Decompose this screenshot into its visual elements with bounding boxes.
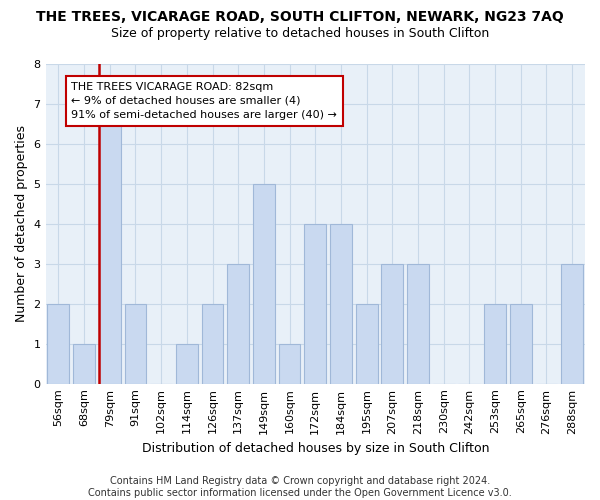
Text: THE TREES VICARAGE ROAD: 82sqm
← 9% of detached houses are smaller (4)
91% of se: THE TREES VICARAGE ROAD: 82sqm ← 9% of d… — [71, 82, 337, 120]
Bar — [253, 184, 275, 384]
Bar — [382, 264, 403, 384]
Bar — [330, 224, 352, 384]
Bar — [125, 304, 146, 384]
Bar — [227, 264, 249, 384]
Y-axis label: Number of detached properties: Number of detached properties — [15, 126, 28, 322]
Bar — [484, 304, 506, 384]
Bar — [99, 104, 121, 384]
Bar — [510, 304, 532, 384]
Bar — [176, 344, 198, 384]
Bar — [202, 304, 223, 384]
Bar — [73, 344, 95, 384]
Bar — [47, 304, 70, 384]
Text: Size of property relative to detached houses in South Clifton: Size of property relative to detached ho… — [111, 28, 489, 40]
Bar — [304, 224, 326, 384]
Text: THE TREES, VICARAGE ROAD, SOUTH CLIFTON, NEWARK, NG23 7AQ: THE TREES, VICARAGE ROAD, SOUTH CLIFTON,… — [36, 10, 564, 24]
X-axis label: Distribution of detached houses by size in South Clifton: Distribution of detached houses by size … — [142, 442, 489, 455]
Bar — [356, 304, 377, 384]
Bar — [407, 264, 429, 384]
Text: Contains HM Land Registry data © Crown copyright and database right 2024.
Contai: Contains HM Land Registry data © Crown c… — [88, 476, 512, 498]
Bar — [561, 264, 583, 384]
Bar — [278, 344, 301, 384]
